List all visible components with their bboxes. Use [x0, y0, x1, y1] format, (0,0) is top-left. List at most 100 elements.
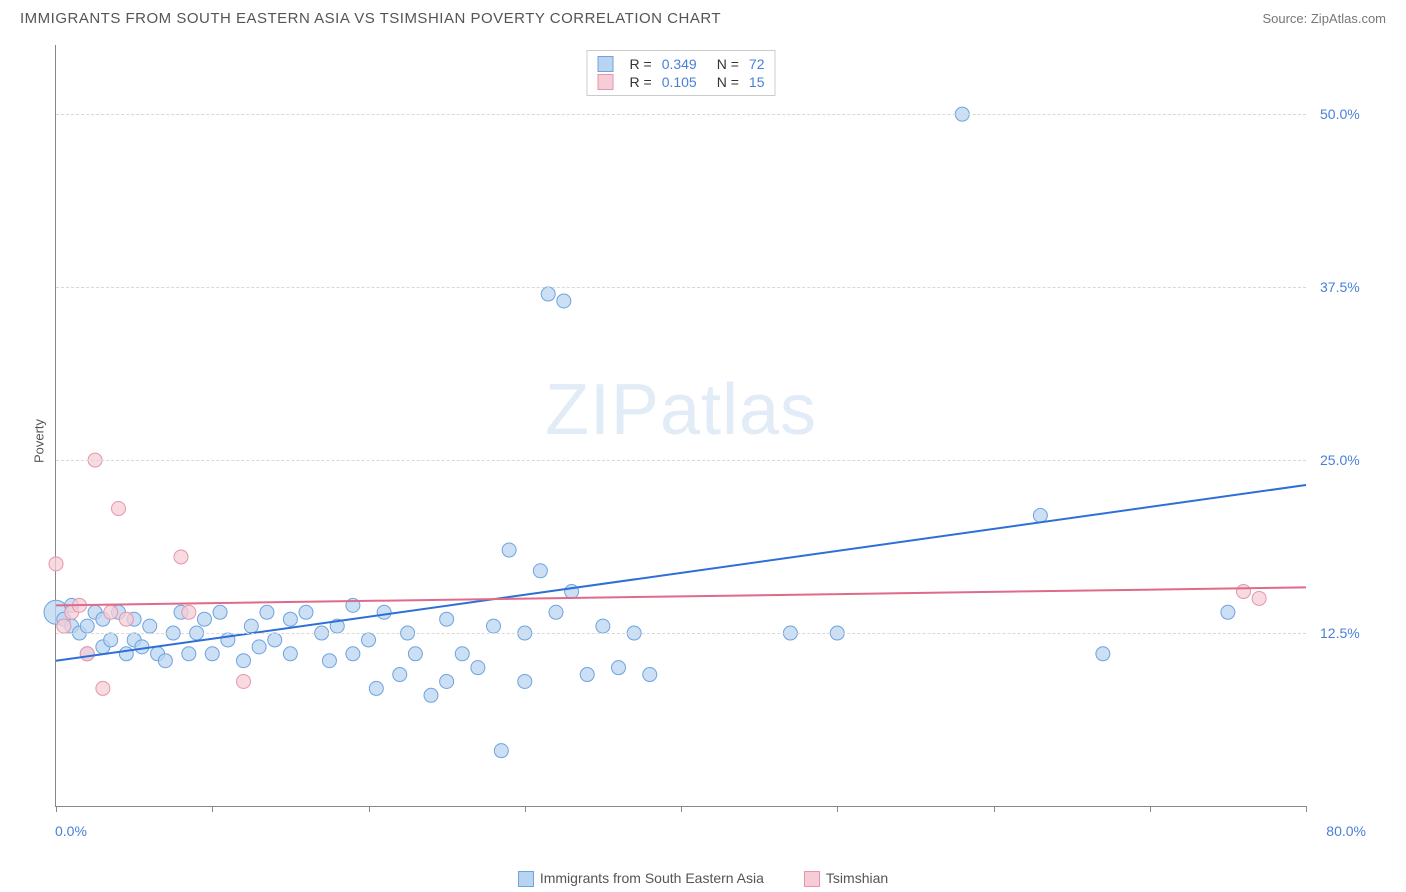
legend-stat-row: R = 0.105 N = 15: [598, 73, 765, 91]
data-point: [143, 619, 157, 633]
legend-swatch: [518, 871, 534, 887]
data-point: [440, 612, 454, 626]
data-point: [393, 668, 407, 682]
chart-title: IMMIGRANTS FROM SOUTH EASTERN ASIA VS TS…: [20, 10, 721, 27]
data-point: [487, 619, 501, 633]
x-tick: [56, 806, 57, 812]
x-tick: [837, 806, 838, 812]
data-point: [596, 619, 610, 633]
x-tick: [1306, 806, 1307, 812]
legend-swatch: [804, 871, 820, 887]
data-point: [557, 294, 571, 308]
data-point: [237, 654, 251, 668]
data-point: [80, 619, 94, 633]
legend-r-label: R =: [630, 56, 652, 72]
data-point: [244, 619, 258, 633]
data-point: [260, 605, 274, 619]
data-point: [502, 543, 516, 557]
legend-swatch: [598, 56, 614, 72]
y-tick-label: 25.0%: [1320, 452, 1360, 468]
legend-item: Immigrants from South Eastern Asia: [518, 870, 764, 887]
data-point: [119, 647, 133, 661]
legend-n-value: 15: [749, 74, 765, 90]
data-point: [377, 605, 391, 619]
data-point: [119, 612, 133, 626]
trend-line: [56, 587, 1306, 605]
data-point: [174, 550, 188, 564]
data-point: [112, 502, 126, 516]
legend-r-label: R =: [630, 74, 652, 90]
y-tick-label: 37.5%: [1320, 279, 1360, 295]
data-point: [1237, 585, 1251, 599]
data-point: [135, 640, 149, 654]
legend-r-value: 0.105: [662, 74, 697, 90]
legend-r-value: 0.349: [662, 56, 697, 72]
data-point: [237, 674, 251, 688]
data-point: [96, 681, 110, 695]
x-tick: [212, 806, 213, 812]
legend-series: Immigrants from South Eastern Asia Tsimsh…: [0, 870, 1406, 887]
y-tick-label: 12.5%: [1320, 625, 1360, 641]
data-point: [1033, 508, 1047, 522]
data-point: [362, 633, 376, 647]
data-point: [80, 647, 94, 661]
x-tick: [525, 806, 526, 812]
legend-label: Tsimshian: [826, 870, 888, 886]
data-point: [424, 688, 438, 702]
data-point: [518, 674, 532, 688]
data-point: [549, 605, 563, 619]
data-point: [541, 287, 555, 301]
data-point: [471, 661, 485, 675]
legend-n-label: N =: [717, 74, 739, 90]
x-tick: [994, 806, 995, 812]
source-label: Source: ZipAtlas.com: [1262, 11, 1386, 26]
x-tick: [681, 806, 682, 812]
data-point: [182, 647, 196, 661]
y-tick-label: 50.0%: [1320, 106, 1360, 122]
x-first-tick: 0.0%: [55, 823, 87, 839]
grid-line: [56, 287, 1306, 288]
data-point: [455, 647, 469, 661]
data-point: [158, 654, 172, 668]
data-point: [268, 633, 282, 647]
data-point: [1252, 591, 1266, 605]
grid-line: [56, 633, 1306, 634]
legend-n-value: 72: [749, 56, 765, 72]
data-point: [369, 681, 383, 695]
data-point: [612, 661, 626, 675]
trend-line: [56, 485, 1306, 661]
data-point: [346, 647, 360, 661]
data-point: [104, 633, 118, 647]
data-point: [213, 605, 227, 619]
data-point: [440, 674, 454, 688]
y-axis-label: Poverty: [32, 419, 47, 463]
legend-stats: R = 0.349 N = 72 R = 0.105 N = 15: [587, 50, 776, 96]
data-point: [283, 612, 297, 626]
data-point: [49, 557, 63, 571]
data-point: [1221, 605, 1235, 619]
data-point: [494, 744, 508, 758]
data-point: [57, 619, 71, 633]
data-point: [322, 654, 336, 668]
data-point: [408, 647, 422, 661]
data-point: [252, 640, 266, 654]
data-point: [283, 647, 297, 661]
data-point: [104, 605, 118, 619]
x-tick: [369, 806, 370, 812]
plot-area: ZIPatlas R =0.349N =72R =0.105N =15: [55, 45, 1306, 807]
data-point: [643, 668, 657, 682]
data-point: [299, 605, 313, 619]
legend-n-label: N =: [717, 56, 739, 72]
data-point: [1096, 647, 1110, 661]
grid-line: [56, 460, 1306, 461]
legend-swatch: [598, 74, 614, 90]
x-last-tick: 80.0%: [1326, 823, 1366, 839]
chart-svg: [56, 45, 1306, 806]
data-point: [580, 668, 594, 682]
legend-item: Tsimshian: [804, 870, 888, 887]
data-point: [197, 612, 211, 626]
data-point: [182, 605, 196, 619]
legend-stat-row: R = 0.349 N = 72: [598, 55, 765, 73]
data-point: [205, 647, 219, 661]
x-tick: [1150, 806, 1151, 812]
